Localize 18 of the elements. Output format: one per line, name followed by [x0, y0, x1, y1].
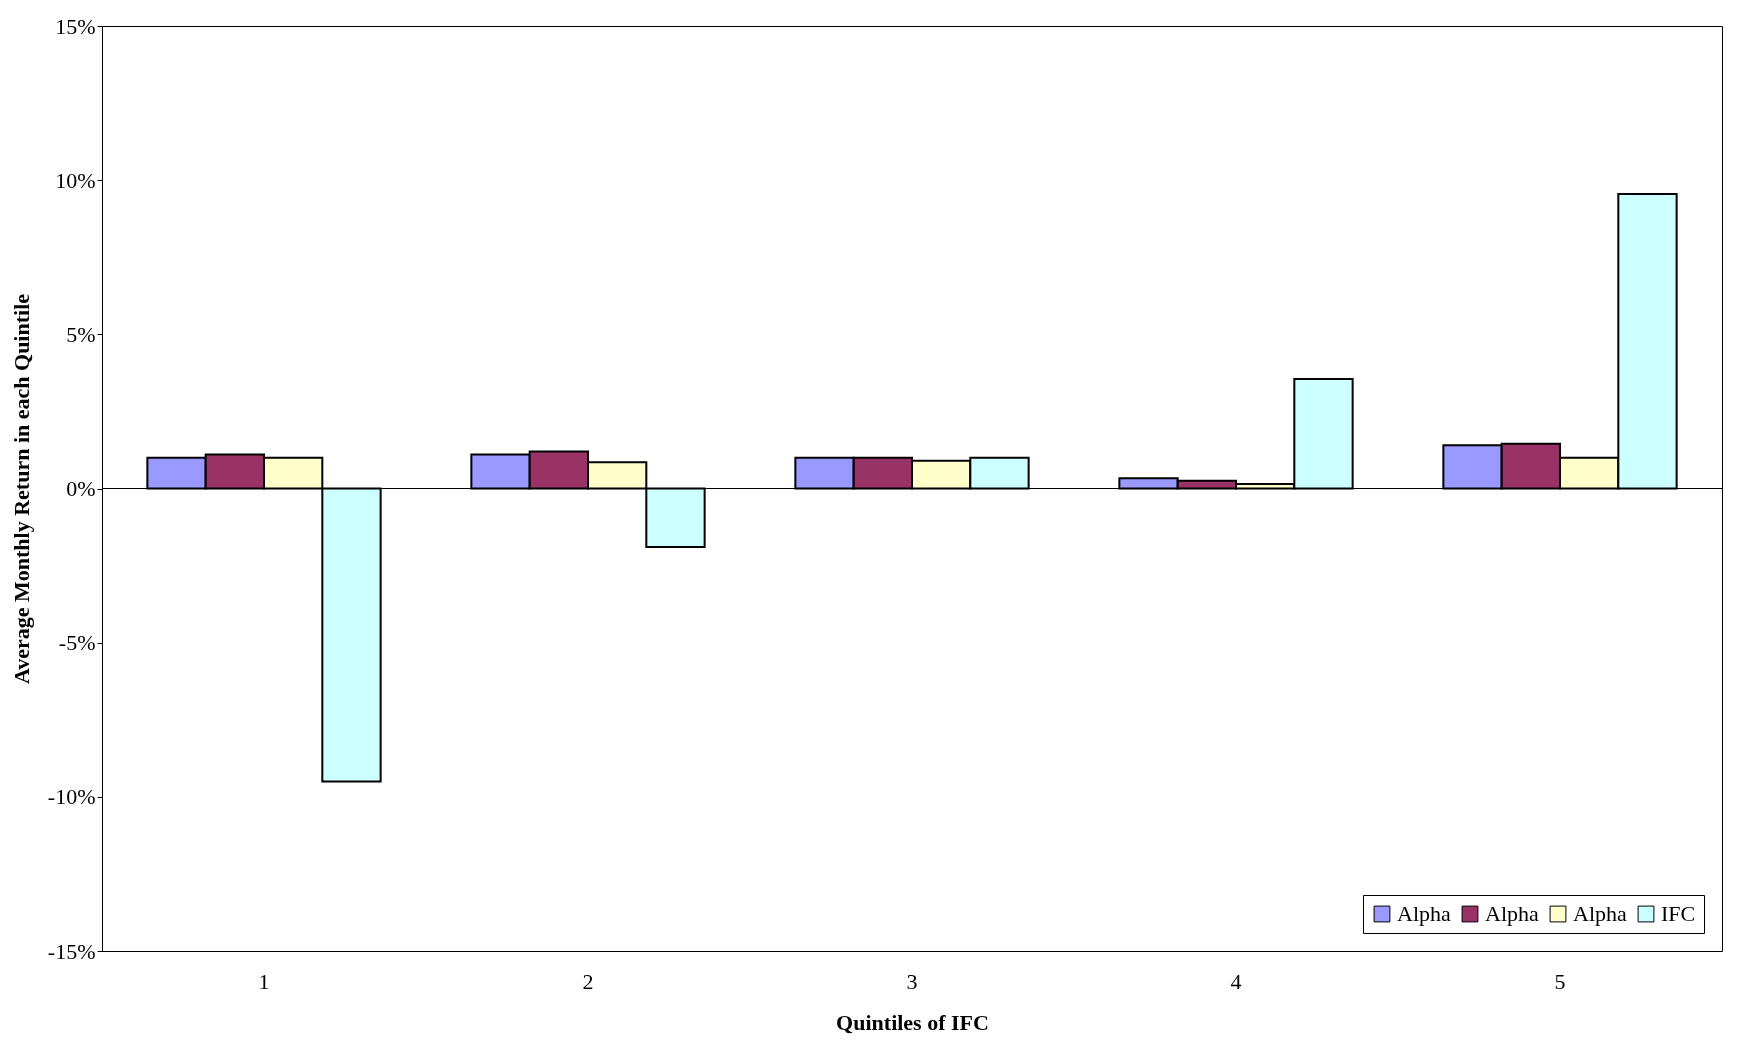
legend-label: IFC [1661, 901, 1696, 926]
legend-label: Alpha [1397, 901, 1451, 926]
x-tick-label: 1 [258, 968, 270, 994]
legend-label: Alpha [1573, 901, 1627, 926]
y-tick-label: -10% [47, 784, 96, 810]
legend-label: Alpha [1485, 901, 1539, 926]
y-tick-label: -15% [47, 938, 96, 964]
y-tick-label: 15% [55, 13, 96, 39]
x-tick-label: 2 [582, 968, 594, 994]
y-tick-label: -5% [58, 630, 96, 656]
x-tick-label: 4 [1230, 968, 1242, 994]
y-axis-title: Average Monthly Return in each Quintile [8, 293, 34, 685]
x-tick-label: 3 [906, 968, 918, 994]
y-tick-label: 0% [66, 476, 96, 501]
y-tick-label: 10% [55, 167, 96, 193]
y-tick-label: 5% [66, 321, 96, 347]
x-tick-label: 5 [1554, 968, 1566, 994]
x-axis-title: Quintiles of IFC [836, 1009, 989, 1035]
